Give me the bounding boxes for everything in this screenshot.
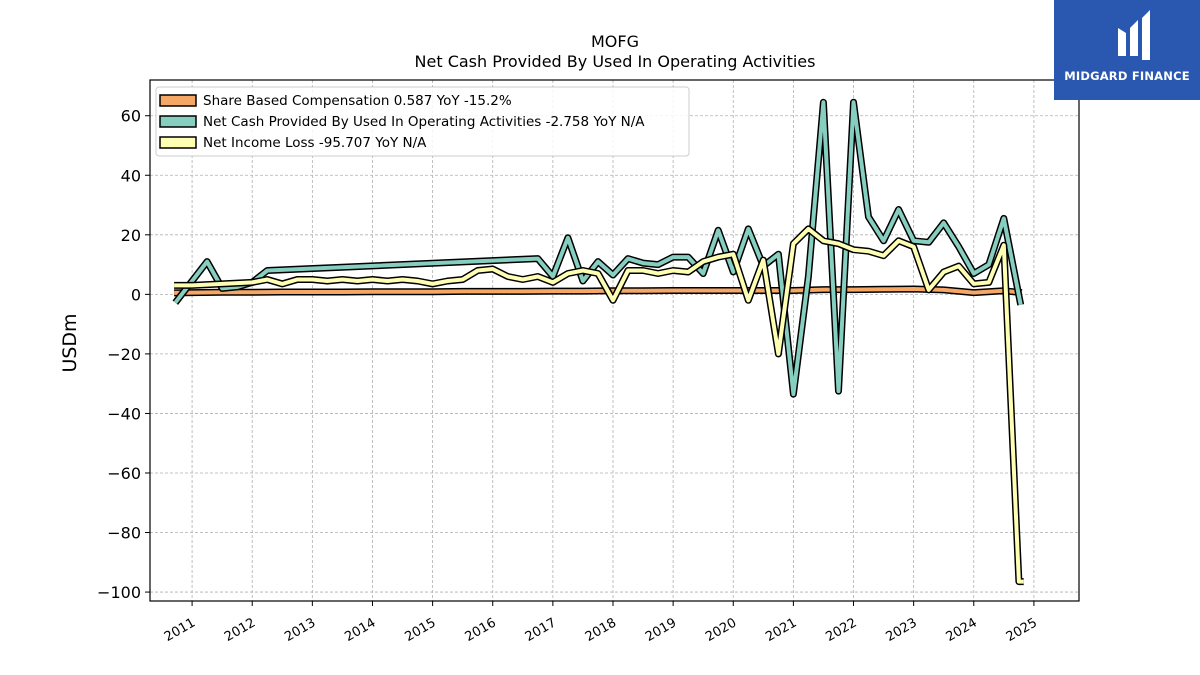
y-tick-label: 0 [131,285,141,304]
legend-label: Net Cash Provided By Used In Operating A… [203,114,645,130]
plot-frame [149,79,1080,602]
x-tick-label: 2020 [703,615,739,645]
series-line [174,287,1023,295]
series-lines [172,98,1025,586]
legend: Share Based Compensation 0.587 YoY -15.2… [155,86,690,157]
series-net-cash-provided-by-used-in-operating-activities [172,98,1025,398]
series-line [173,100,1023,397]
y-tick-label: 40 [121,166,141,185]
x-tick-label: 2017 [523,615,559,645]
y-tick-label: 60 [121,107,141,126]
series-line [174,226,1024,584]
legend-box [155,86,690,157]
x-tick-label: 2024 [944,615,980,645]
x-tick-label: 2025 [1004,615,1040,645]
y-tick-label: −20 [107,345,141,364]
series-share-based-compensation [174,285,1023,297]
x-tick-label: 2023 [883,615,919,645]
legend-swatch [159,94,197,107]
x-tick-label: 2022 [823,615,859,645]
y-tick-label: 20 [121,226,141,245]
y-tick-label: −100 [97,583,141,602]
brand-name: MIDGARD FINANCE [1064,69,1190,83]
x-tick-label: 2016 [463,615,499,645]
x-tick-label: 2021 [763,615,799,645]
y-axis-label: USDm [59,313,81,372]
grid [150,80,1079,601]
x-tick-label: 2014 [342,615,378,645]
x-tick-label: 2013 [282,615,318,645]
brand-logo: MIDGARD FINANCE [1054,0,1200,100]
x-tick-label: 2018 [583,615,619,645]
axis-ticks: 60 40 20 0 −20 −40 −60 −80 −100 2011 2012 2013 2014 2… [97,107,1040,645]
x-tick-label: 2011 [162,615,198,645]
legend-swatch [159,115,197,128]
brand-mark-icon [1118,10,1150,60]
x-tick-label: 2019 [643,615,679,645]
x-tick-label: 2015 [402,615,438,645]
chart-subtitle: Net Cash Provided By Used In Operating A… [415,52,816,71]
y-tick-label: −40 [107,404,141,423]
legend-label: Share Based Compensation 0.587 YoY -15.2… [203,93,512,109]
x-tick-label: 2012 [222,615,258,645]
y-tick-label: −60 [107,464,141,483]
legend-label: Net Income Loss -95.707 YoY N/A [203,135,427,151]
y-tick-label: −80 [107,524,141,543]
legend-swatch [159,136,197,149]
chart-title: MOFG [591,32,639,51]
series-outline [174,225,1024,586]
series-net-income-loss [174,225,1024,586]
